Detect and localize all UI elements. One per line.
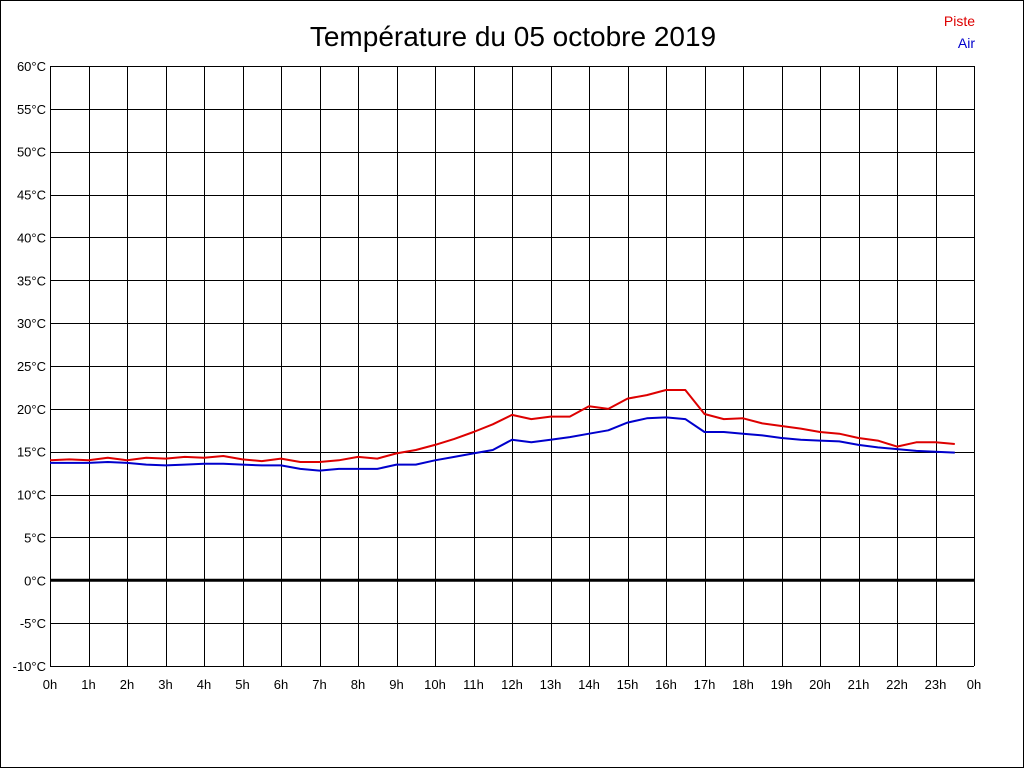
x-tick-label: 0h bbox=[43, 677, 57, 692]
y-tick-label: 20°C bbox=[17, 402, 46, 417]
x-tick-label: 12h bbox=[501, 677, 523, 692]
y-tick-label: 25°C bbox=[17, 359, 46, 374]
grid-lines bbox=[50, 66, 975, 667]
y-tick-label: 15°C bbox=[17, 445, 46, 460]
x-tick-label: 4h bbox=[197, 677, 211, 692]
y-tick-label: 30°C bbox=[17, 316, 46, 331]
x-tick-label: 16h bbox=[655, 677, 677, 692]
x-tick-label: 17h bbox=[694, 677, 716, 692]
series-line-air bbox=[50, 416, 955, 472]
y-tick-label: -5°C bbox=[20, 616, 46, 631]
x-tick-label: 18h bbox=[732, 677, 754, 692]
legend-entry-air: Air bbox=[958, 35, 975, 51]
chart-title: Température du 05 octobre 2019 bbox=[310, 21, 716, 52]
x-tick-label: 22h bbox=[886, 677, 908, 692]
x-axis-tick-labels: 0h 1h 2h 3h 4h 5h 6h 7h 8h 9h 10h 11h 12h 13h 14h 15h 16… bbox=[43, 677, 981, 692]
y-tick-label: 5°C bbox=[24, 530, 46, 545]
x-tick-label: 23h bbox=[925, 677, 947, 692]
x-tick-label: 15h bbox=[617, 677, 639, 692]
x-tick-label: 14h bbox=[578, 677, 600, 692]
x-tick-label: 19h bbox=[771, 677, 793, 692]
legend: Piste Air bbox=[944, 13, 975, 51]
x-tick-label: 21h bbox=[848, 677, 870, 692]
y-tick-label: 10°C bbox=[17, 488, 46, 503]
y-tick-label: 40°C bbox=[17, 230, 46, 245]
series-layer bbox=[49, 389, 955, 472]
y-axis-tick-labels: 60°C 55°C 50°C 45°C 40°C 35°C 30°C 25°C 20°C 15°C… bbox=[13, 59, 46, 674]
x-tick-label: 8h bbox=[351, 677, 365, 692]
y-tick-label: 35°C bbox=[17, 273, 46, 288]
x-tick-label: 20h bbox=[809, 677, 831, 692]
x-tick-label: 9h bbox=[389, 677, 403, 692]
x-tick-label: 1h bbox=[81, 677, 95, 692]
y-tick-label: -10°C bbox=[13, 659, 46, 674]
y-tick-label: 60°C bbox=[17, 59, 46, 74]
x-tick-label: 0h bbox=[967, 677, 981, 692]
x-tick-label: 2h bbox=[120, 677, 134, 692]
y-tick-label: 55°C bbox=[17, 102, 46, 117]
x-tick-label: 5h bbox=[235, 677, 249, 692]
x-tick-label: 13h bbox=[540, 677, 562, 692]
x-tick-label: 10h bbox=[424, 677, 446, 692]
x-tick-label: 11h bbox=[463, 677, 484, 692]
y-tick-label: 0°C bbox=[24, 573, 46, 588]
legend-entry-piste: Piste bbox=[944, 13, 975, 29]
y-tick-label: 50°C bbox=[17, 145, 46, 160]
x-tick-label: 6h bbox=[274, 677, 288, 692]
y-tick-label: 45°C bbox=[17, 188, 46, 203]
series-line-piste bbox=[49, 389, 955, 463]
x-tick-label: 3h bbox=[158, 677, 172, 692]
x-tick-label: 7h bbox=[312, 677, 326, 692]
